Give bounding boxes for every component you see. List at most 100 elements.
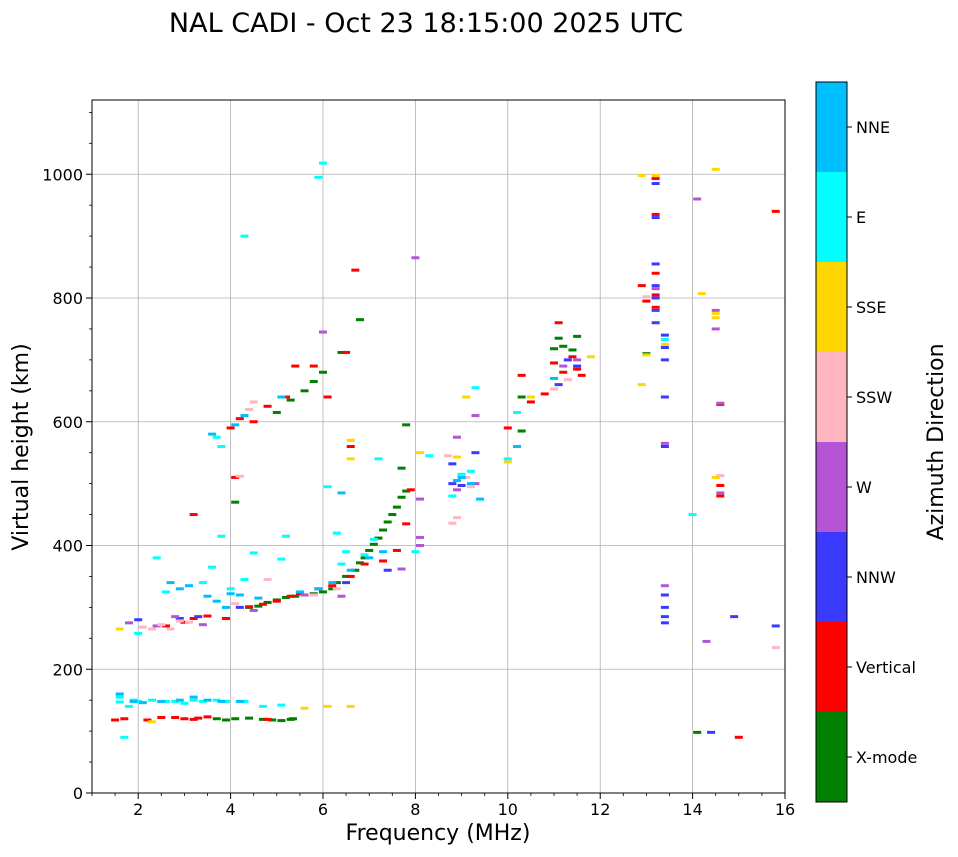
data-point: [249, 400, 258, 404]
data-point: [226, 426, 235, 430]
data-point: [198, 581, 207, 585]
data-point: [189, 695, 198, 699]
data-point: [416, 497, 425, 501]
data-point: [175, 617, 184, 621]
colorbar-swatch: [816, 532, 847, 622]
x-tick-label: 10: [498, 800, 518, 819]
data-point: [563, 378, 572, 382]
data-point: [342, 550, 351, 554]
colorbar-label-item: E: [856, 208, 866, 227]
data-point: [282, 595, 291, 599]
data-point: [129, 699, 138, 703]
data-point: [517, 429, 526, 433]
data-point: [471, 451, 480, 455]
data-point: [550, 387, 558, 391]
data-point: [397, 466, 406, 470]
data-point: [711, 327, 720, 331]
data-point: [277, 395, 286, 399]
data-point: [651, 271, 660, 275]
data-point: [268, 718, 277, 722]
data-point: [392, 505, 401, 509]
data-point: [716, 483, 725, 487]
data-point: [323, 395, 332, 399]
data-point: [235, 699, 244, 703]
data-point: [416, 544, 425, 547]
data-point: [346, 704, 355, 708]
data-point: [660, 337, 669, 341]
data-point: [282, 395, 291, 399]
data-point: [452, 479, 461, 483]
data-point: [660, 395, 669, 399]
data-point: [189, 698, 198, 702]
data-point: [254, 604, 263, 608]
data-point: [221, 617, 230, 621]
data-point: [360, 562, 369, 566]
data-point: [448, 494, 457, 498]
data-point: [198, 699, 207, 703]
colorbar-swatch: [816, 712, 847, 802]
data-point: [235, 605, 244, 609]
data-point: [194, 716, 203, 720]
y-tick-label: 800: [52, 289, 83, 308]
data-point: [388, 513, 397, 517]
data-point: [360, 556, 369, 560]
data-point: [383, 520, 392, 524]
data-point: [550, 347, 558, 351]
data-point: [226, 592, 235, 596]
data-point: [314, 175, 323, 179]
data-point: [332, 587, 341, 591]
data-point: [448, 482, 457, 486]
data-point: [346, 438, 355, 442]
data-point: [550, 361, 558, 365]
data-point: [550, 376, 558, 380]
data-point: [138, 625, 147, 629]
data-point: [175, 619, 184, 623]
series-nne: [115, 376, 558, 705]
data-point: [716, 491, 725, 495]
data-point: [651, 177, 660, 181]
data-point: [360, 553, 369, 557]
data-point: [716, 494, 725, 498]
data-point: [203, 698, 212, 702]
data-point: [254, 596, 263, 600]
data-point: [221, 718, 230, 722]
data-point: [369, 537, 378, 541]
data-point: [212, 717, 221, 721]
data-point: [249, 551, 258, 555]
data-point: [332, 581, 341, 585]
data-point: [462, 475, 471, 479]
data-point: [277, 557, 286, 561]
data-point: [203, 715, 212, 719]
data-point: [651, 321, 660, 325]
data-point: [540, 392, 549, 396]
data-point: [651, 182, 660, 186]
data-point: [651, 173, 660, 177]
data-point: [397, 495, 406, 499]
data-point: [231, 602, 240, 606]
data-point: [651, 296, 660, 300]
data-point: [240, 699, 249, 703]
data-point: [392, 548, 401, 552]
data-point: [295, 592, 304, 596]
data-point: [425, 454, 434, 458]
data-point: [323, 704, 332, 708]
data-point: [175, 587, 184, 591]
data-point: [471, 414, 480, 418]
series-e: [115, 161, 697, 739]
y-tick-label: 1000: [42, 165, 83, 184]
data-point: [258, 602, 267, 606]
data-point: [637, 173, 646, 177]
data-point: [314, 587, 323, 591]
series-w: [124, 197, 725, 643]
data-point: [221, 699, 230, 703]
data-point: [369, 542, 378, 546]
data-point: [355, 561, 364, 565]
data-point: [517, 395, 526, 399]
data-point: [416, 451, 425, 455]
data-point: [660, 605, 669, 609]
data-point: [152, 556, 161, 560]
data-point: [272, 599, 281, 603]
data-point: [573, 358, 582, 362]
data-point: [272, 410, 281, 414]
data-point: [337, 491, 346, 495]
